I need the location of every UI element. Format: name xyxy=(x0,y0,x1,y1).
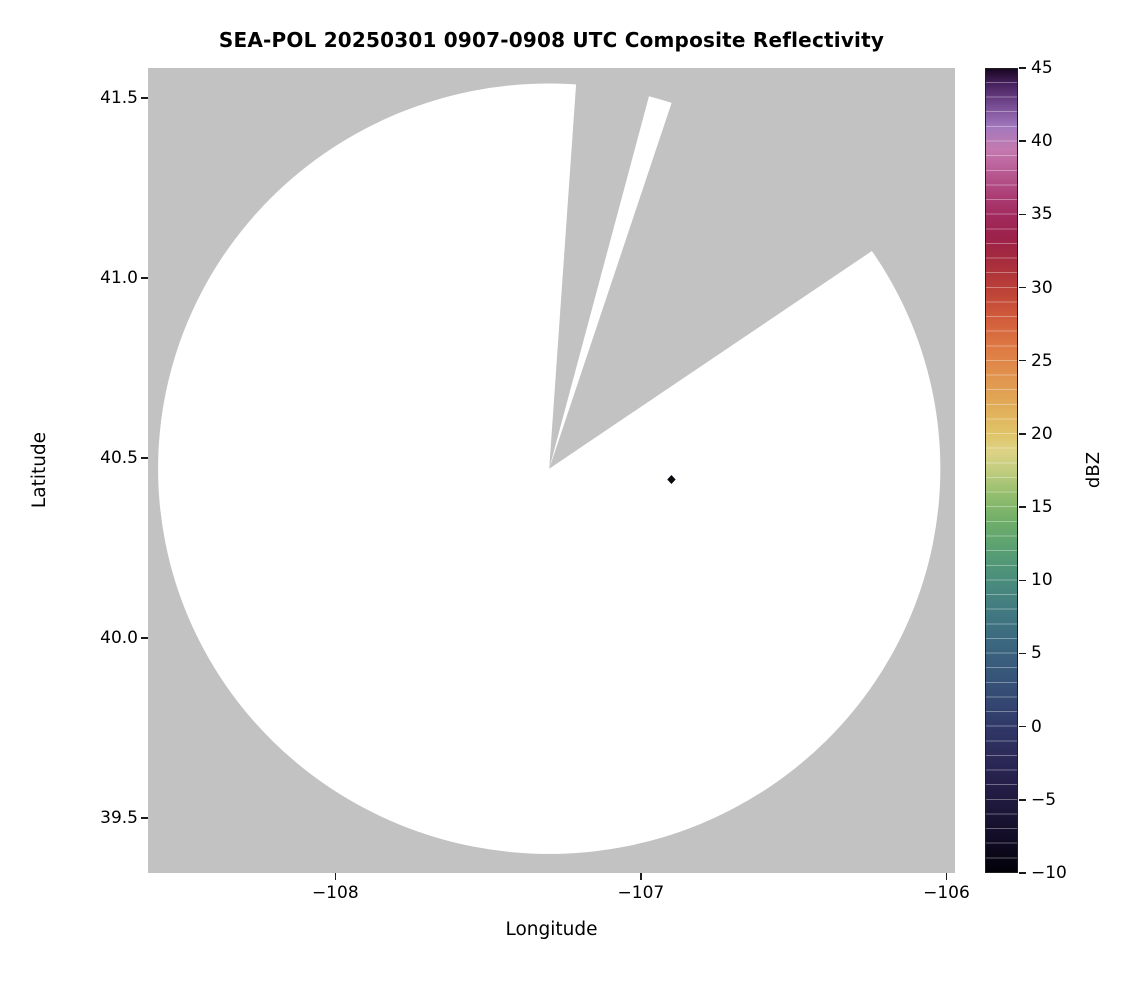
y-tick-mark xyxy=(141,457,148,459)
x-tick-mark xyxy=(640,873,642,880)
plot-area xyxy=(148,68,955,873)
colorbar-gradient xyxy=(986,69,1017,872)
y-tick-mark xyxy=(141,277,148,279)
x-tick-label: −107 xyxy=(617,883,665,903)
x-tick-mark xyxy=(334,873,336,880)
colorbar-tick-mark xyxy=(1019,213,1026,216)
y-tick-label: 40.5 xyxy=(100,447,138,468)
echo-point xyxy=(667,475,676,485)
y-axis-label: Latitude xyxy=(29,431,50,509)
colorbar-label: dBZ xyxy=(1083,451,1104,489)
y-tick-mark xyxy=(141,817,148,819)
colorbar-tick-label: 20 xyxy=(1031,423,1053,444)
y-tick-mark xyxy=(141,637,148,639)
y-tick-label: 41.0 xyxy=(100,267,138,288)
colorbar-tick-label: 45 xyxy=(1031,58,1053,78)
colorbar xyxy=(985,68,1018,873)
colorbar-tick-mark xyxy=(1019,506,1026,508)
radar-coverage-map xyxy=(148,68,955,873)
colorbar-tick-label: 5 xyxy=(1031,643,1042,664)
y-tick-label: 40.0 xyxy=(100,627,138,648)
colorbar-tick-mark xyxy=(1019,799,1026,801)
colorbar-tick-mark xyxy=(1019,433,1026,435)
colorbar-tick-label: 0 xyxy=(1031,716,1042,737)
colorbar-tick-label: 35 xyxy=(1031,204,1053,225)
x-tick-label: −108 xyxy=(311,883,359,903)
colorbar-tick-mark xyxy=(1019,872,1026,874)
colorbar-tick-mark xyxy=(1019,360,1026,362)
chart-title: SEA-POL 20250301 0907-0908 UTC Composite… xyxy=(218,28,885,52)
colorbar-tick-mark xyxy=(1019,286,1026,289)
x-axis-label: Longitude xyxy=(505,919,598,940)
colorbar-segment-lines xyxy=(986,69,1017,872)
colorbar-tick-label: 40 xyxy=(1031,131,1053,152)
colorbar-tick-label: 10 xyxy=(1031,570,1053,591)
colorbar-tick-label: 25 xyxy=(1031,350,1053,371)
x-tick-label: −106 xyxy=(923,883,970,903)
y-tick-label: 39.5 xyxy=(100,807,138,828)
missing-data-sector xyxy=(549,68,955,469)
colorbar-tick-label: −10 xyxy=(1031,863,1067,883)
colorbar-tick-mark xyxy=(1019,652,1026,655)
colorbar-tick-mark xyxy=(1019,140,1026,142)
x-tick-mark xyxy=(945,873,948,880)
colorbar-tick-mark xyxy=(1019,725,1026,728)
colorbar-tick-mark xyxy=(1019,67,1026,69)
y-tick-label: 41.5 xyxy=(100,87,138,108)
colorbar-tick-label: −5 xyxy=(1031,789,1057,810)
y-tick-mark xyxy=(141,97,148,99)
colorbar-tick-mark xyxy=(1019,579,1026,581)
colorbar-tick-label: 30 xyxy=(1031,277,1053,298)
colorbar-tick-label: 15 xyxy=(1031,497,1053,518)
